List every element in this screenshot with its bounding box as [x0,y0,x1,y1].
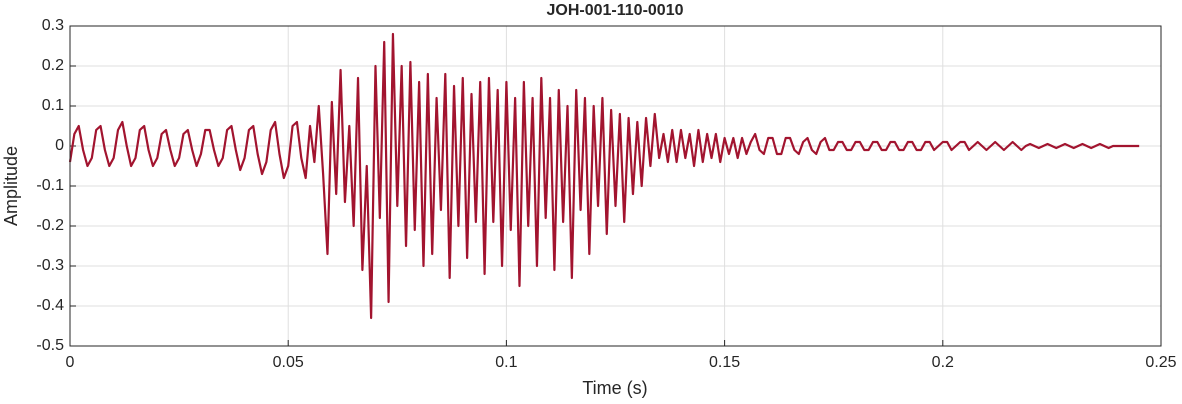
x-tick-label: 0.05 [273,354,304,371]
y-axis-label: Amplitude [1,146,21,226]
waveform-line [68,32,1140,320]
y-tick-label: 0.1 [42,97,64,114]
y-tick-label: 0.2 [42,57,64,74]
y-tick-label: -0.2 [36,217,64,234]
y-tick-label: -0.4 [36,297,64,314]
y-tick-label: -0.3 [36,257,64,274]
y-tick-label: -0.5 [36,337,64,354]
x-tick-label: 0.2 [932,354,954,371]
x-tick-label: 0.15 [709,354,740,371]
plot-border [69,25,1162,347]
y-tick-label: 0 [55,137,64,154]
x-tick-label: 0.1 [495,354,517,371]
y-tick-label: -0.1 [36,177,64,194]
x-axis-label: Time (s) [582,378,647,398]
x-tick-label: 0.25 [1145,354,1176,371]
x-tick-label: 0 [66,354,75,371]
chart-title: JOH-001-110-0010 [547,2,684,19]
y-tick-label: 0.3 [42,17,64,34]
